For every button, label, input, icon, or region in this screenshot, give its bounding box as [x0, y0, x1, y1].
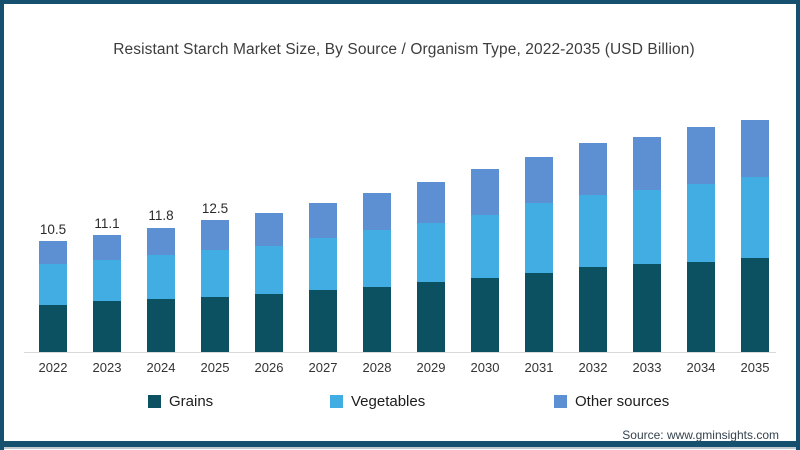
- x-axis-label-2022: 2022: [38, 360, 68, 375]
- bar-segment-grains-2030: [471, 278, 499, 352]
- bar-segment-vegetables-2023: [93, 260, 121, 302]
- bar-segment-vegetables-2032: [579, 194, 607, 267]
- bar-segment-grains-2032: [579, 266, 607, 352]
- bar-segment-other-sources-2029: [417, 182, 445, 224]
- bar-group-2029: [404, 4, 458, 352]
- grains-legend-label: Grains: [169, 393, 214, 410]
- x-axis-label-2030: 2030: [470, 360, 500, 375]
- bar-segment-grains-2023: [93, 301, 121, 352]
- vegetables-legend-swatch: [330, 395, 343, 408]
- x-axis-label-2034: 2034: [686, 360, 716, 375]
- x-axis-label-2027: 2027: [308, 360, 338, 375]
- x-axis-line: [24, 352, 776, 353]
- bar-segment-other-sources-2034: [687, 127, 715, 185]
- bar-segment-grains-2034: [687, 262, 715, 352]
- bar-segment-grains-2035: [741, 258, 769, 352]
- bar-group-2022: 10.5: [26, 4, 80, 352]
- bar-group-2023: 11.1: [80, 4, 134, 352]
- bar-group-2033: [620, 4, 674, 352]
- other-sources-legend-swatch: [554, 395, 567, 408]
- x-axis-labels: 2022 2023 2024 2025 2026 2027 2028 2029 2030 2031…: [26, 360, 782, 375]
- source-attribution: Source: www.gminsights.com: [622, 428, 779, 442]
- bar-group-2030: [458, 4, 512, 352]
- x-axis-label-2033: 2033: [632, 360, 662, 375]
- bar-group-2034: [674, 4, 728, 352]
- bar-segment-other-sources-2026: [255, 212, 283, 246]
- bar-value-label-2024: 11.8: [148, 208, 174, 224]
- x-axis-label-2029: 2029: [416, 360, 446, 375]
- bar-segment-grains-2026: [255, 294, 283, 352]
- bar-value-label-2025: 12.5: [201, 200, 229, 216]
- bar-segment-grains-2029: [417, 282, 445, 352]
- bar-segment-vegetables-2034: [687, 184, 715, 263]
- bottom-edge-artifact: [4, 447, 796, 449]
- x-axis-label-2026: 2026: [254, 360, 284, 375]
- bar-segment-vegetables-2030: [471, 214, 499, 279]
- legend-item-other-sources: Other sources: [554, 393, 669, 410]
- bar-group-2028: [350, 4, 404, 352]
- other-sources-legend-label: Other sources: [575, 393, 670, 410]
- bar-segment-grains-2031: [525, 272, 553, 352]
- bar-group-2032: [566, 4, 620, 352]
- bar-segment-vegetables-2025: [201, 249, 229, 298]
- bar-segment-other-sources-2033: [633, 136, 661, 190]
- plot-area: 10.5 11.1 11.8 12.5: [26, 4, 782, 352]
- bar-segment-grains-2028: [363, 286, 391, 352]
- bar-segment-other-sources-2032: [579, 143, 607, 195]
- bar-group-2024: 11.8: [134, 4, 188, 352]
- x-axis-label-2032: 2032: [578, 360, 608, 375]
- bar-segment-grains-2022: [39, 304, 67, 352]
- bar-segment-other-sources-2027: [309, 203, 337, 239]
- legend-item-vegetables: Vegetables: [330, 393, 425, 410]
- legend-item-grains: Grains: [148, 393, 213, 410]
- bar-segment-other-sources-2031: [525, 156, 553, 204]
- chart-title: Resistant Starch Market Size, By Source …: [113, 41, 695, 58]
- legend: Grains Vegetables Other sources: [4, 393, 800, 411]
- bar-segment-vegetables-2033: [633, 189, 661, 265]
- bar-segment-other-sources-2035: [741, 119, 769, 177]
- bar-group-2027: [296, 4, 350, 352]
- bar-segment-vegetables-2031: [525, 203, 553, 273]
- bar-segment-other-sources-2025: [201, 220, 229, 250]
- x-axis-label-2028: 2028: [362, 360, 392, 375]
- vegetables-legend-label: Vegetables: [351, 393, 426, 410]
- bar-segment-other-sources-2030: [471, 169, 499, 215]
- bar-segment-grains-2025: [201, 297, 229, 352]
- bar-group-2026: [242, 4, 296, 352]
- frame-bottom-border: [0, 441, 800, 447]
- bar-segment-vegetables-2027: [309, 238, 337, 290]
- bar-value-label-2023: 11.1: [94, 215, 120, 231]
- grains-legend-swatch: [148, 395, 161, 408]
- bar-segment-grains-2027: [309, 289, 337, 352]
- bar-group-2035: [728, 4, 782, 352]
- bar-segment-grains-2033: [633, 264, 661, 352]
- x-axis-label-2035: 2035: [740, 360, 770, 375]
- bar-segment-grains-2024: [147, 299, 175, 352]
- x-axis-label-2031: 2031: [524, 360, 554, 375]
- bar-segment-vegetables-2028: [363, 229, 391, 287]
- bar-segment-vegetables-2024: [147, 254, 175, 300]
- bar-segment-other-sources-2028: [363, 192, 391, 230]
- x-axis-label-2024: 2024: [146, 360, 176, 375]
- bar-value-label-2022: 10.5: [39, 221, 67, 237]
- x-axis-label-2025: 2025: [200, 360, 230, 375]
- bar-segment-other-sources-2023: [93, 235, 121, 261]
- bar-segment-vegetables-2022: [39, 264, 67, 305]
- bar-segment-other-sources-2022: [39, 241, 67, 265]
- bar-segment-vegetables-2029: [417, 223, 445, 283]
- bar-segment-vegetables-2026: [255, 245, 283, 294]
- bar-segment-other-sources-2024: [147, 227, 175, 255]
- bar-group-2031: [512, 4, 566, 352]
- bar-group-2025: 12.5: [188, 4, 242, 352]
- x-axis-label-2023: 2023: [92, 360, 122, 375]
- bar-segment-vegetables-2035: [741, 176, 769, 259]
